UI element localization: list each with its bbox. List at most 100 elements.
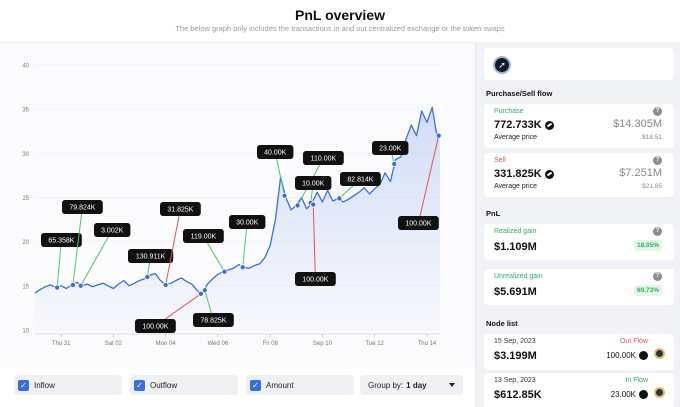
node-amount: 100.00K xyxy=(606,351,648,360)
inflow-tag xyxy=(193,313,234,327)
realized-gain-pct: 18.05% xyxy=(633,240,662,251)
outflow-toggle[interactable]: ✓ Outflow xyxy=(130,375,238,395)
sell-amount: 331.825K xyxy=(494,168,554,180)
outflow-tag xyxy=(398,216,439,230)
x-tick-label: Thu 14 xyxy=(418,341,437,347)
page-title: PnL overview xyxy=(294,7,385,23)
unrealized-gain-card: Unrealized gain ? $5.691M 69.73% xyxy=(484,269,674,305)
node-direction: Out Flow xyxy=(619,338,648,345)
inflow-tag xyxy=(128,249,174,263)
checkbox-checked-icon: ✓ xyxy=(134,379,145,391)
realized-gain-card: Realized gain ? $1.109M 18.05% xyxy=(484,224,674,260)
outflow-connector xyxy=(312,204,316,280)
exchange-icon xyxy=(654,348,665,359)
x-tick-label: Thu 31 xyxy=(52,341,71,347)
inflow-point xyxy=(294,202,301,209)
token-icon xyxy=(544,169,554,179)
outflow-point xyxy=(435,132,442,139)
inflow-tag-label: 3.002K xyxy=(101,228,124,235)
inflow-point xyxy=(54,284,61,291)
node-list-item[interactable]: 13 Sep, 2023 In Flow $612.85K 23.00K xyxy=(484,373,674,407)
groupby-select[interactable]: Group by: 1 day xyxy=(360,375,463,395)
inflow-tag xyxy=(372,141,409,155)
page-header: PnL overview The below graph only includ… xyxy=(0,0,680,42)
purchase-amount: 772.733K xyxy=(494,119,554,131)
token-logo-icon: ➚ xyxy=(493,56,511,74)
inflow-connector xyxy=(242,221,248,268)
chevron-down-icon xyxy=(449,383,455,387)
flow-section-title: Purchase/Sell flow xyxy=(486,89,553,98)
x-tick-label: Mon 04 xyxy=(156,341,177,347)
unrealized-gain-pct: 69.73% xyxy=(633,285,662,296)
y-tick-label: 25 xyxy=(22,196,29,202)
inflow-tag xyxy=(295,176,332,190)
realized-gain-label: Realized gain xyxy=(494,228,537,235)
token-icon xyxy=(544,120,554,130)
checkbox-checked-icon: ✓ xyxy=(18,379,29,391)
purchase-avg-value: $18.51 xyxy=(642,134,662,141)
purchase-usd: $14.305M xyxy=(613,118,662,130)
outflow-tag-label: 100.00K xyxy=(405,221,431,228)
y-tick-label: 30 xyxy=(22,152,29,158)
inflow-tag xyxy=(62,200,103,214)
outflow-point xyxy=(310,201,317,208)
x-tick-label: Tue 12 xyxy=(365,341,384,347)
inflow-point xyxy=(391,160,398,167)
sell-label: Sell xyxy=(494,157,506,164)
help-icon[interactable]: ? xyxy=(653,156,662,165)
node-list-item[interactable]: 15 Sep, 2023 Out Flow $3.199M 100.00K xyxy=(484,334,674,370)
inflow-tag xyxy=(257,145,294,159)
inflow-point xyxy=(69,281,76,288)
inflow-connector xyxy=(80,229,113,287)
pnl-chart[interactable]: 10 15 20 25 30 35 40 Thu 31 Sat 02 Mon 04 Wed 06 Fr… xyxy=(0,43,475,368)
unrealized-gain-label: Unrealized gain xyxy=(494,273,543,280)
groupby-value: 1 day xyxy=(406,380,427,390)
inflow-tag xyxy=(229,215,266,229)
y-tick-label: 20 xyxy=(22,240,29,246)
inflow-tag-label: 23.00K xyxy=(379,146,402,153)
inflow-toggle[interactable]: ✓ Inflow xyxy=(14,375,122,395)
node-amount: 23.00K xyxy=(611,390,648,399)
chart-controls: ✓ Inflow ✓ Outflow ✓ Amount Group by: 1 … xyxy=(0,367,475,407)
outflow-point xyxy=(197,290,204,297)
inflow-connector xyxy=(274,151,286,196)
inflow-point xyxy=(221,268,228,275)
pnl-section-title: PnL xyxy=(486,209,501,218)
inflow-tag-label: 82.814K xyxy=(347,177,373,184)
inflow-tag xyxy=(340,172,381,186)
help-icon[interactable]: ? xyxy=(653,107,662,116)
inflow-point xyxy=(281,192,288,199)
pnl-chart-panel: 10 15 20 25 30 35 40 Thu 31 Sat 02 Mon 04 Wed 06 Fr… xyxy=(0,42,475,367)
node-list-title: Node list xyxy=(486,319,518,328)
sell-usd: $7.251M xyxy=(619,167,662,179)
purchase-label: Purchase xyxy=(494,108,524,115)
help-icon[interactable]: ? xyxy=(653,227,662,236)
unrealized-gain-value: $5.691M xyxy=(494,286,537,298)
outflow-connector xyxy=(417,135,440,224)
y-tick-label: 40 xyxy=(22,64,29,70)
token-icon xyxy=(639,390,648,399)
node-amount-text: 23.00K xyxy=(610,390,636,399)
inflow-tag-label: 10.00K xyxy=(302,181,325,188)
page-subtitle: The below graph only includes the transa… xyxy=(175,24,505,33)
inflow-point xyxy=(201,287,208,294)
outflow-tag xyxy=(295,272,336,286)
help-icon[interactable]: ? xyxy=(653,272,662,281)
inflow-tag-label: 79.824K xyxy=(69,205,95,212)
y-tick-label: 10 xyxy=(22,329,29,335)
node-date: 15 Sep, 2023 xyxy=(494,338,536,345)
inflow-label: Inflow xyxy=(34,380,55,390)
node-date: 13 Sep, 2023 xyxy=(494,377,536,384)
inflow-tag xyxy=(183,229,224,243)
inflow-connector xyxy=(72,206,83,286)
inflow-tag xyxy=(303,151,344,165)
node-amount-text: 100.00K xyxy=(606,351,636,360)
inflow-tag xyxy=(41,233,82,247)
summary-sidebar: ➚ Purchase/Sell flow Purchase ? 772.733K… xyxy=(475,42,680,407)
inflow-tag-label: 65.358K xyxy=(48,238,74,245)
inflow-point xyxy=(336,195,343,202)
node-direction: In Flow xyxy=(625,377,648,384)
realized-gain-value: $1.109M xyxy=(494,241,537,253)
amount-toggle[interactable]: ✓ Amount xyxy=(246,375,354,395)
exchange-icon xyxy=(654,387,665,398)
